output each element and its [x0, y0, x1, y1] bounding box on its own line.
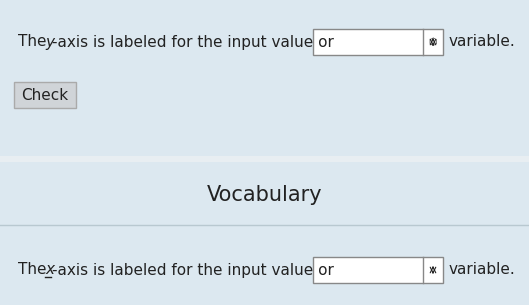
Text: The: The: [18, 34, 51, 49]
FancyBboxPatch shape: [313, 29, 443, 55]
Text: variable.: variable.: [449, 263, 516, 278]
Text: The: The: [18, 263, 51, 278]
Text: Check: Check: [22, 88, 69, 102]
Text: Vocabulary: Vocabulary: [207, 185, 322, 205]
Text: ⬡: ⬡: [428, 37, 437, 47]
Text: -axis is labeled for the input value or: -axis is labeled for the input value or: [52, 34, 334, 49]
Text: variable.: variable.: [449, 34, 516, 49]
FancyBboxPatch shape: [0, 156, 529, 162]
FancyBboxPatch shape: [14, 82, 76, 108]
Text: x: x: [45, 263, 54, 278]
Text: y: y: [45, 34, 54, 49]
Text: -axis is labeled for the input value or: -axis is labeled for the input value or: [52, 263, 334, 278]
FancyBboxPatch shape: [313, 257, 443, 283]
